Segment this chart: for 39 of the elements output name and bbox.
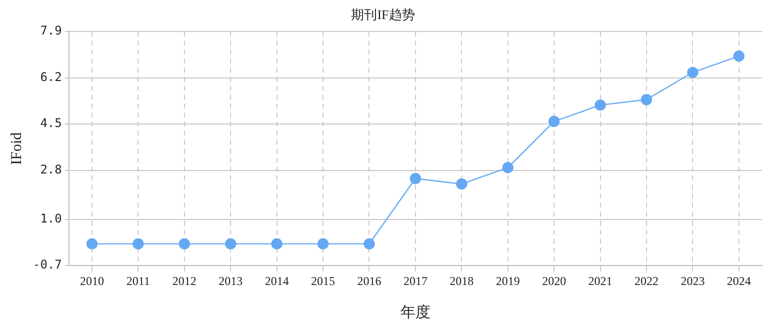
x-tick-label: 2018 — [450, 274, 474, 288]
y-tick-label: 6.2 — [40, 70, 62, 84]
x-tick-label: 2023 — [680, 274, 705, 288]
point — [225, 238, 236, 250]
x-tick-label: 2021 — [588, 274, 612, 288]
x-tick-label: 2016 — [357, 274, 382, 288]
point — [132, 238, 144, 250]
x-tick-label: 2020 — [542, 274, 566, 288]
x-tick-label: 2015 — [311, 274, 336, 288]
x-tick-label: 2012 — [172, 274, 196, 288]
y-tick-label: 7.9 — [40, 24, 62, 38]
point — [594, 99, 606, 111]
x-tick-label: 2017 — [403, 274, 428, 288]
x-tick-label: 2013 — [218, 274, 243, 288]
y-tick-label: -0.7 — [32, 258, 62, 272]
point — [86, 238, 98, 250]
point — [733, 50, 744, 62]
point — [456, 178, 468, 190]
point — [687, 66, 698, 78]
x-tick-label: 2019 — [496, 274, 520, 288]
x-tick-label: 2022 — [634, 274, 658, 288]
point — [317, 238, 329, 250]
point — [640, 94, 652, 106]
y-tick-label: 2.8 — [40, 162, 62, 176]
x-tick-label: 2010 — [80, 274, 104, 288]
point — [271, 238, 282, 250]
y-tick-label: 1.0 — [40, 211, 62, 226]
y-axis-title: IFoid — [8, 132, 25, 165]
x-tick-label: 2024 — [726, 274, 751, 288]
y-tick-label: 4.5 — [40, 116, 62, 130]
x-axis-title: 年度 — [400, 304, 430, 321]
point — [410, 172, 422, 184]
x-tick-label: 2011 — [126, 274, 150, 288]
point — [502, 162, 514, 174]
point — [548, 116, 560, 127]
x-tick-label: 2014 — [264, 274, 289, 288]
point — [364, 238, 375, 250]
chart-title: 期刊IF趋势 — [351, 7, 415, 22]
point — [178, 238, 190, 250]
